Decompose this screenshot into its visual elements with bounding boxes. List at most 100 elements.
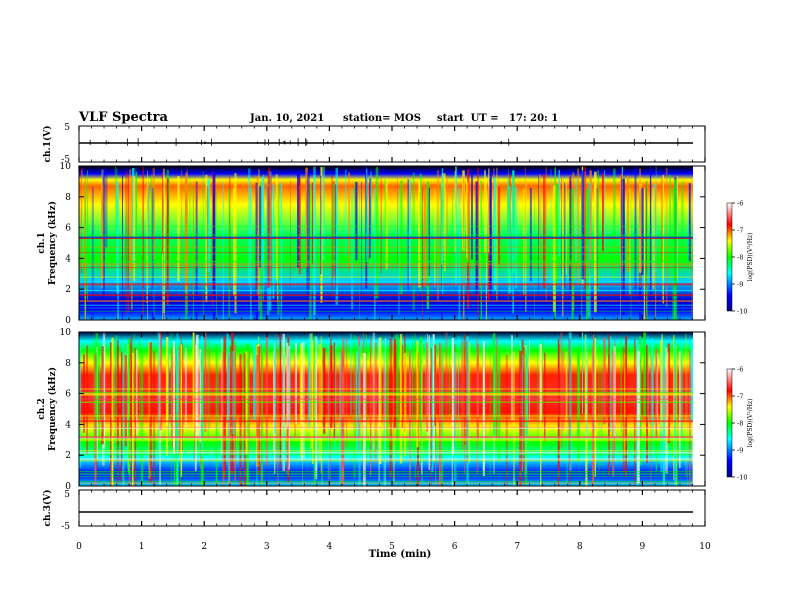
ch2-colorbar-label: log(PSD)(V²/Hz) <box>747 399 754 448</box>
spectrogram-texture <box>639 336 642 466</box>
spectrogram-texture <box>479 180 481 288</box>
spectrogram-texture <box>215 343 218 486</box>
spectrogram-band <box>79 276 693 278</box>
spectrogram-texture <box>101 185 104 279</box>
spectrogram-texture <box>571 188 574 320</box>
spectrogram-texture <box>603 337 606 425</box>
spectrogram-texture <box>181 170 183 275</box>
spectrogram-texture <box>86 345 89 455</box>
spectrogram-texture <box>434 344 436 426</box>
spectrogram-texture <box>300 343 302 457</box>
spectrogram-band <box>79 284 693 286</box>
spectrogram-texture <box>353 335 356 479</box>
spectrogram-texture <box>643 188 646 320</box>
x-tick-label: 8 <box>577 542 583 552</box>
x-tick-label: 9 <box>640 542 646 552</box>
spectrogram-texture <box>581 170 585 280</box>
spectrogram-texture <box>111 337 114 486</box>
spectrogram-texture <box>661 334 663 434</box>
spectrogram-texture <box>519 350 522 486</box>
spectrogram-texture <box>614 340 616 452</box>
ch1-waveform-panel: 5 -5 ch.1(V) <box>42 123 706 165</box>
spectrogram-band <box>79 388 693 390</box>
spectrogram-band <box>79 426 693 428</box>
spectrogram-texture <box>277 183 280 315</box>
spectrogram-texture <box>84 177 87 320</box>
colorbar-tick-label: -6 <box>737 366 743 374</box>
spectrogram-band <box>79 452 693 454</box>
spectrogram-texture <box>650 354 652 486</box>
colorbar-tick-label: -7 <box>737 227 743 235</box>
spectrogram-texture <box>691 184 693 315</box>
spectrogram-texture <box>586 188 589 320</box>
spectrogram-texture <box>176 333 179 412</box>
colorbar-tick-label: -10 <box>737 474 747 482</box>
spectrogram-texture <box>687 339 689 486</box>
spectrogram-texture <box>129 169 132 271</box>
spectrogram-texture <box>639 168 641 288</box>
spectrogram-texture <box>265 334 268 466</box>
ch1-colorbar-label: log(PSD)(V²/Hz) <box>747 233 754 282</box>
spectrogram-texture <box>171 348 174 447</box>
spectrogram-texture <box>652 342 654 435</box>
spectrogram-texture <box>524 182 527 312</box>
spectrogram-texture <box>592 334 595 483</box>
spectrogram-texture <box>226 333 229 421</box>
spectrogram-texture <box>303 342 305 459</box>
spectrogram-texture <box>149 342 152 483</box>
spectrogram-texture <box>408 179 411 286</box>
spectrogram-texture <box>353 181 356 267</box>
spectrogram-texture <box>403 353 407 457</box>
spectrogram-texture <box>102 168 105 305</box>
spectrogram-texture <box>216 188 217 320</box>
ch1-spec-ylabel-bottom: Frequency (kHz) <box>47 201 58 285</box>
x-axis: 0 1 2 3 4 5 6 7 8 9 10 <box>76 126 711 552</box>
spectrogram-texture <box>409 349 412 486</box>
spectrogram-texture <box>441 168 444 294</box>
spectrogram-texture <box>300 342 304 460</box>
spectrogram-texture <box>645 180 648 320</box>
spectrogram-texture <box>436 169 440 301</box>
spectrogram-texture <box>569 188 571 267</box>
spectrogram-texture <box>412 172 415 311</box>
spectrogram-band <box>79 283 693 285</box>
spectrogram-texture <box>422 187 423 320</box>
spectrogram-texture <box>464 348 466 475</box>
spectrogram-texture <box>261 176 264 270</box>
spectrogram-texture <box>131 352 134 486</box>
spectrogram-texture <box>124 355 128 447</box>
spectrogram-band <box>79 260 693 263</box>
spectrogram-texture <box>439 343 442 486</box>
y-tick-label: 2 <box>65 451 71 461</box>
spectrogram-texture <box>386 351 389 455</box>
ch3-ytick-bottom: -5 <box>61 522 70 532</box>
ch3-ytick-top: 5 <box>64 490 70 500</box>
spectrogram-texture <box>98 343 101 449</box>
spectrogram-texture <box>302 347 304 486</box>
spectrogram-texture <box>275 334 277 463</box>
spectrogram-band <box>79 304 693 306</box>
spectrogram-band <box>79 236 693 239</box>
spectrogram-band <box>79 225 693 227</box>
spectrogram-texture <box>538 172 539 294</box>
spectrogram-texture <box>608 334 610 476</box>
spectrogram-texture <box>442 354 444 467</box>
spectrogram-band <box>79 427 693 429</box>
spectrogram-band <box>79 420 693 423</box>
spectrogram-texture <box>166 178 169 306</box>
spectrogram-texture <box>650 338 654 427</box>
spectrogram-texture <box>297 171 300 268</box>
spectrogram-texture <box>189 177 191 291</box>
spectrogram-texture <box>524 345 528 474</box>
spectrogram-texture <box>604 170 606 251</box>
colorbar-tick-label: -6 <box>737 200 743 208</box>
spectrogram-texture <box>87 170 88 302</box>
spectrogram-texture <box>372 332 376 450</box>
spectrogram-texture <box>629 188 631 295</box>
spectrogram-texture <box>493 177 496 290</box>
spectrogram-texture <box>443 173 446 272</box>
spectrogram-texture <box>523 347 526 486</box>
y-tick-label: 6 <box>65 224 71 234</box>
y-tick-label: 10 <box>60 328 72 338</box>
spectrogram-texture <box>194 344 197 471</box>
